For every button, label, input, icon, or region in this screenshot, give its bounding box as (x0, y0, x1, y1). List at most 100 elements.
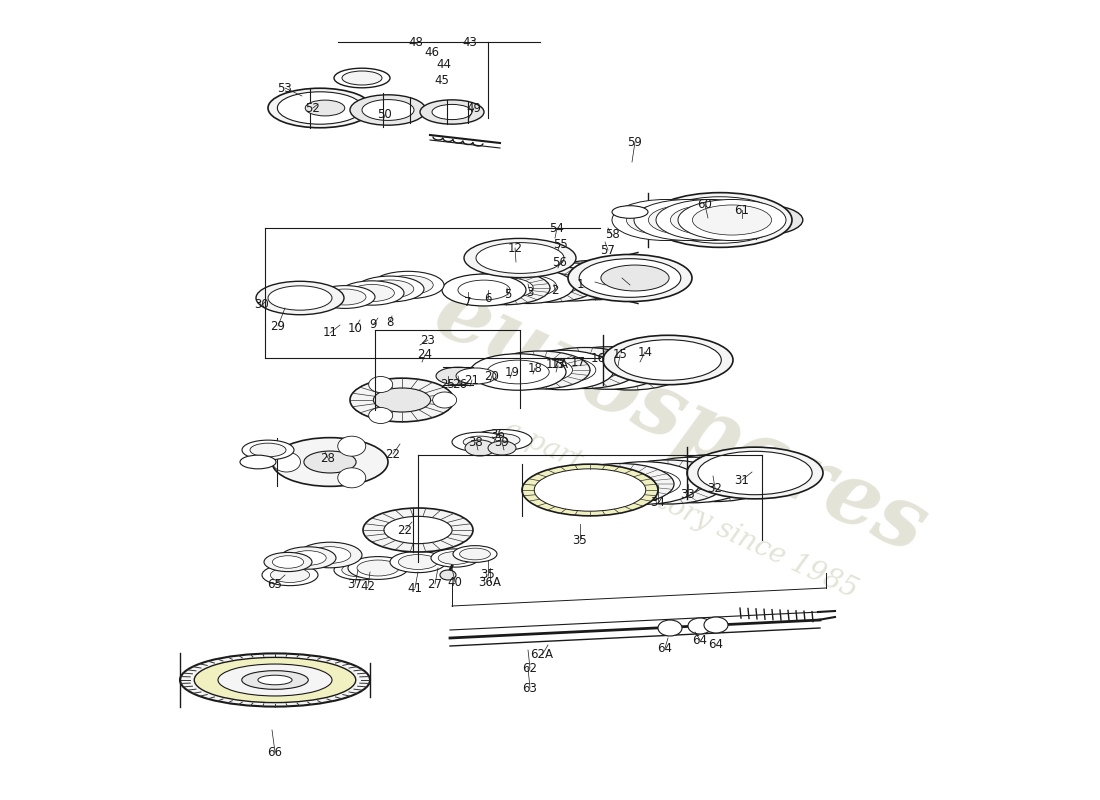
Text: 55: 55 (552, 238, 568, 250)
Text: 60: 60 (697, 198, 713, 211)
Text: 28: 28 (320, 451, 336, 465)
Ellipse shape (507, 358, 572, 382)
Ellipse shape (453, 546, 497, 562)
Text: 54: 54 (550, 222, 564, 234)
Ellipse shape (478, 278, 534, 298)
Text: 25: 25 (441, 378, 455, 390)
Text: 53: 53 (277, 82, 293, 94)
Ellipse shape (572, 354, 645, 382)
Text: 66: 66 (267, 746, 283, 758)
Ellipse shape (603, 335, 733, 385)
Text: 59: 59 (628, 135, 642, 149)
Ellipse shape (298, 542, 362, 568)
Ellipse shape (634, 199, 742, 241)
Ellipse shape (612, 199, 720, 241)
Ellipse shape (531, 347, 639, 389)
Text: 35: 35 (481, 569, 495, 582)
Text: 62: 62 (522, 662, 538, 674)
Text: 33: 33 (681, 489, 695, 502)
Text: 29: 29 (271, 319, 286, 333)
Ellipse shape (592, 354, 668, 382)
Text: 35: 35 (573, 534, 587, 546)
Ellipse shape (482, 269, 574, 303)
Text: 45: 45 (434, 74, 450, 86)
Text: 57: 57 (601, 243, 615, 257)
Text: 18: 18 (528, 362, 542, 374)
Ellipse shape (334, 560, 386, 580)
Ellipse shape (610, 460, 726, 504)
Text: 49: 49 (466, 102, 482, 114)
Ellipse shape (440, 570, 456, 580)
Ellipse shape (601, 265, 669, 291)
Ellipse shape (372, 271, 444, 298)
Ellipse shape (390, 551, 446, 573)
Text: 64: 64 (693, 634, 707, 646)
Ellipse shape (463, 436, 497, 448)
Text: 44: 44 (437, 58, 451, 71)
Ellipse shape (653, 465, 732, 495)
Ellipse shape (653, 454, 777, 502)
Text: 30: 30 (254, 298, 270, 311)
Ellipse shape (659, 197, 781, 243)
Ellipse shape (384, 516, 452, 544)
Text: 34: 34 (650, 495, 666, 509)
Ellipse shape (550, 354, 620, 382)
Ellipse shape (535, 469, 646, 511)
Text: 10: 10 (348, 322, 362, 334)
Ellipse shape (420, 100, 484, 124)
Ellipse shape (588, 462, 700, 504)
Text: 22: 22 (397, 523, 412, 537)
Text: 19: 19 (505, 366, 519, 378)
Ellipse shape (262, 564, 318, 586)
Ellipse shape (240, 455, 276, 469)
Ellipse shape (615, 340, 722, 380)
Text: 21: 21 (464, 374, 480, 386)
Ellipse shape (338, 468, 365, 488)
Ellipse shape (358, 560, 399, 576)
Ellipse shape (552, 346, 664, 390)
Ellipse shape (704, 617, 728, 633)
Ellipse shape (692, 205, 771, 235)
Ellipse shape (520, 273, 580, 295)
Ellipse shape (273, 556, 304, 568)
Ellipse shape (678, 199, 786, 241)
Text: 16: 16 (591, 351, 605, 365)
Text: 40: 40 (448, 575, 462, 589)
Text: 24: 24 (418, 349, 432, 362)
Ellipse shape (585, 470, 656, 498)
Ellipse shape (195, 658, 355, 702)
Ellipse shape (541, 270, 603, 294)
Ellipse shape (566, 463, 674, 505)
Ellipse shape (488, 441, 516, 455)
Text: 48: 48 (408, 35, 424, 49)
Ellipse shape (470, 354, 566, 390)
Text: 41: 41 (407, 582, 422, 594)
Ellipse shape (368, 407, 393, 423)
Text: 8: 8 (386, 315, 394, 329)
Ellipse shape (362, 100, 414, 121)
Text: 31: 31 (735, 474, 749, 486)
Ellipse shape (342, 71, 382, 85)
Ellipse shape (242, 440, 294, 460)
Ellipse shape (484, 434, 520, 446)
Ellipse shape (280, 547, 336, 570)
Ellipse shape (289, 550, 327, 566)
Ellipse shape (350, 94, 426, 126)
Text: 5: 5 (504, 289, 512, 302)
Ellipse shape (342, 563, 378, 577)
Ellipse shape (630, 468, 706, 496)
Ellipse shape (462, 271, 550, 305)
Text: 42: 42 (361, 579, 375, 593)
Ellipse shape (724, 205, 803, 235)
Ellipse shape (350, 378, 454, 422)
Ellipse shape (674, 462, 756, 494)
Text: 2: 2 (551, 283, 559, 297)
Ellipse shape (256, 282, 344, 314)
Ellipse shape (632, 457, 752, 503)
Ellipse shape (487, 360, 549, 384)
Text: 17A: 17A (546, 358, 569, 371)
Ellipse shape (697, 451, 812, 494)
Ellipse shape (338, 436, 365, 456)
Ellipse shape (180, 654, 370, 706)
Ellipse shape (257, 675, 293, 685)
